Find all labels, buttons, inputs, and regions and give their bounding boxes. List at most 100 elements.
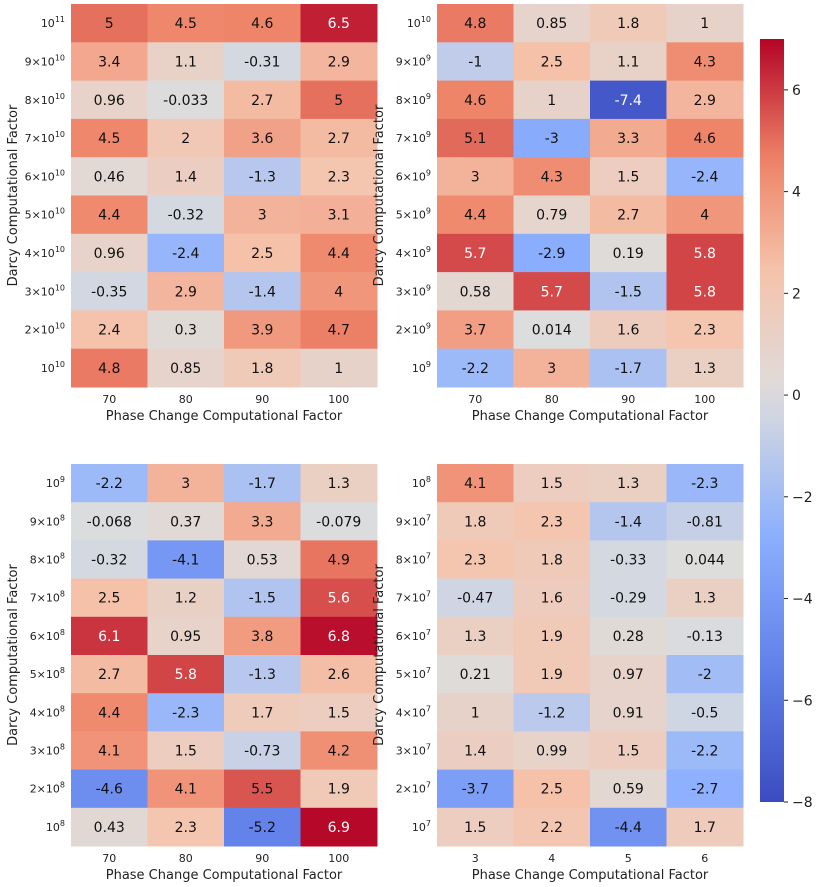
heatmap-cell: [437, 272, 514, 311]
heatmap-cell: [437, 464, 514, 503]
heatmap-cell: [300, 272, 378, 311]
heatmap-cell: [300, 655, 378, 694]
heatmap-cell: [437, 578, 514, 618]
heatmap-cell: [666, 80, 744, 120]
cell-value-label: 4.4: [328, 246, 350, 262]
cell-value-label: 6.1: [98, 629, 120, 645]
cell-value-label: -0.81: [687, 514, 723, 530]
heatmap-cell: [590, 348, 667, 388]
cell-value-label: -2.2: [96, 476, 123, 492]
cell-value-label: -1.3: [249, 667, 276, 683]
cell-value-label: 2.9: [694, 93, 716, 109]
cell-value-label: -0.31: [244, 54, 280, 70]
cell-value-label: 1.2: [175, 591, 197, 607]
cell-value-label: 0.85: [536, 16, 567, 32]
heatmap-cell: [71, 157, 148, 196]
y-tick-label: 4×107: [396, 704, 431, 719]
heatmap-cell: [590, 693, 667, 732]
y-tick-label: 8×108: [30, 552, 65, 567]
heatmap-cell: [224, 540, 301, 580]
cell-value-label: -0.033: [163, 93, 208, 109]
cell-value-label: 1.6: [541, 591, 563, 607]
cell-value-label: 3.9: [251, 323, 273, 339]
cell-value-label: -1.5: [249, 591, 276, 607]
cell-value-label: 3.4: [98, 54, 120, 70]
heatmap-cell: [437, 616, 514, 656]
heatmap-cell: [147, 731, 225, 771]
cell-value-label: 1.6: [617, 323, 639, 339]
heatmap-cell: [147, 157, 225, 196]
cell-value-label: 1.8: [541, 553, 563, 569]
y-tick-label: 8×107: [396, 552, 431, 567]
cell-value-label: -3.7: [462, 782, 489, 798]
heatmap-cell: [224, 464, 301, 503]
cell-value-label: 1.5: [617, 744, 639, 760]
heatmap-cell: [513, 80, 591, 120]
heatmap-cell: [437, 118, 514, 158]
colorbar-tick-label: 2: [792, 286, 801, 302]
cell-value-label: -1.7: [249, 476, 276, 492]
heatmap-cell: [590, 769, 667, 809]
y-tick-label: 2×108: [30, 781, 65, 796]
cell-value-label: 0.58: [460, 284, 491, 300]
cell-value-label: 2.7: [251, 93, 273, 109]
cell-value-label: 5.7: [541, 284, 563, 300]
x-axis-label: Phase Change Computational Factor: [472, 868, 709, 883]
cell-value-label: 1.8: [251, 361, 273, 377]
heatmap-cell: [300, 731, 378, 771]
heatmap-cell: [300, 233, 378, 273]
y-tick-label: 6×109: [396, 168, 431, 183]
cell-value-label: 1: [700, 16, 709, 32]
x-axis-label: Phase Change Computational Factor: [106, 409, 343, 424]
heatmap-cell: [513, 233, 591, 273]
heatmap-cell: [300, 693, 378, 732]
heatmap-cell: [224, 272, 301, 311]
cell-value-label: -4.1: [172, 553, 199, 569]
heatmap-cell: [300, 807, 378, 847]
y-tick-label: 5×109: [396, 207, 431, 222]
cell-value-label: 2.5: [541, 782, 563, 798]
cell-value-label: 0.85: [170, 361, 201, 377]
heatmap-cell: [300, 4, 378, 43]
y-tick-label: 108: [412, 475, 431, 490]
heatmap-cell: [590, 540, 667, 580]
y-tick-label: 1010: [407, 15, 431, 30]
cell-value-label: -1.4: [615, 514, 642, 530]
cell-value-label: 4.8: [98, 361, 120, 377]
heatmap-cell: [71, 655, 148, 694]
heatmap-cell: [300, 195, 378, 235]
cell-value-label: 0.96: [94, 246, 125, 262]
cell-value-label: 4.1: [464, 476, 486, 492]
cell-value-label: 0.19: [613, 246, 644, 262]
cell-value-label: 1.9: [541, 629, 563, 645]
heatmap-cell: [590, 578, 667, 618]
x-tick-label: 5: [625, 852, 632, 865]
cell-value-label: 6.8: [328, 629, 350, 645]
heatmap-cell: [300, 80, 378, 120]
heatmap-cell: [513, 157, 591, 196]
cell-value-label: 0.91: [613, 705, 644, 721]
heatmap-cell: [513, 42, 591, 82]
cell-value-label: 5.1: [464, 131, 486, 147]
cell-value-label: -0.32: [168, 208, 204, 224]
cell-value-label: -2.3: [691, 476, 718, 492]
cell-value-label: 3.8: [251, 629, 273, 645]
cell-value-label: -1.7: [615, 361, 642, 377]
cell-value-label: 5.8: [694, 284, 716, 300]
cell-value-label: 1.5: [541, 476, 563, 492]
cell-value-label: 3.1: [328, 208, 350, 224]
heatmap-cell: [224, 502, 301, 541]
y-tick-label: 3×107: [396, 743, 431, 758]
cell-value-label: 1.5: [617, 169, 639, 185]
x-tick-label: 6: [701, 852, 708, 865]
cell-value-label: -2: [698, 667, 712, 683]
heatmap-cell: [71, 348, 148, 388]
colorbar-gradient: [760, 39, 784, 802]
cell-value-label: 4.7: [328, 323, 350, 339]
y-tick-label: 109: [46, 475, 65, 490]
cell-value-label: 3: [258, 208, 267, 224]
heatmap-cell: [300, 578, 378, 618]
heatmap-cell: [590, 464, 667, 503]
heatmap-cell: [147, 310, 225, 350]
x-tick-label: 90: [255, 852, 269, 865]
